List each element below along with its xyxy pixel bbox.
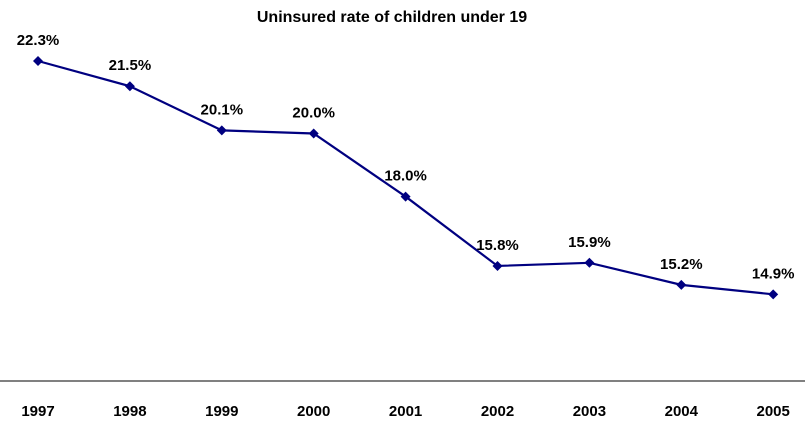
data-label: 20.1%: [201, 101, 244, 118]
x-tick-label: 1998: [113, 403, 146, 420]
x-tick-label: 2003: [573, 403, 606, 420]
data-point-marker: [216, 125, 227, 136]
chart-title: Uninsured rate of children under 19: [257, 9, 527, 26]
data-label: 20.0%: [292, 105, 335, 122]
x-tick-label: 2002: [481, 403, 514, 420]
x-tick-label: 2001: [389, 403, 422, 420]
data-point-marker: [124, 81, 135, 92]
data-label: 14.9%: [752, 265, 795, 282]
data-point-marker: [308, 128, 319, 139]
data-label: 15.9%: [568, 234, 611, 251]
data-label: 15.8%: [476, 237, 519, 254]
data-point-marker: [768, 289, 779, 300]
data-label: 22.3%: [17, 32, 60, 49]
x-tick-label: 1997: [21, 403, 54, 420]
x-tick-label: 2005: [757, 403, 790, 420]
data-labels: 22.3% 21.5% 20.1% 20.0% 18.0% 15.8% 15.9% 15.2%…: [17, 32, 795, 282]
series-layer: [33, 56, 779, 300]
x-tick-label: 2004: [665, 403, 699, 420]
data-point-marker: [400, 191, 411, 202]
data-label: 15.2%: [660, 256, 703, 273]
data-point-marker: [492, 260, 503, 271]
data-label: 21.5%: [109, 57, 152, 74]
data-point-marker: [584, 257, 595, 268]
data-point-marker: [33, 56, 43, 66]
x-axis-ticks: 1997 1998 1999 2000 2001 2002 2003 2004 2005: [21, 403, 790, 420]
data-label: 18.0%: [384, 168, 427, 185]
x-tick-label: 1999: [205, 403, 238, 420]
data-point-marker: [676, 279, 687, 290]
x-tick-label: 2000: [297, 403, 330, 420]
